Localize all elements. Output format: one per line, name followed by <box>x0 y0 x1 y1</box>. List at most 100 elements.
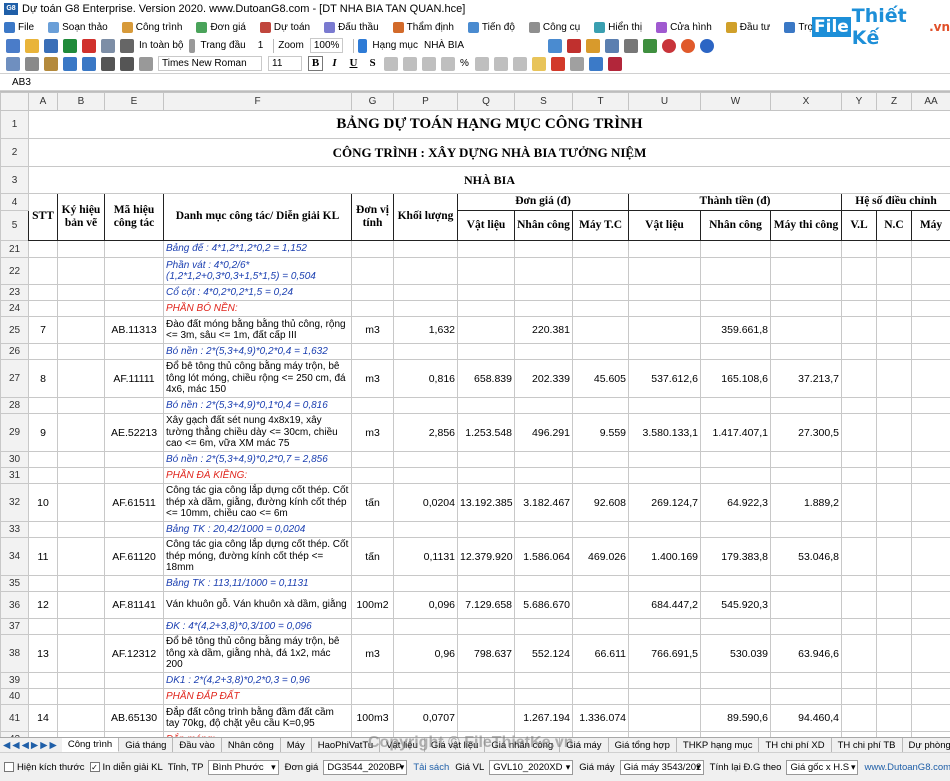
kyhieu-cell[interactable] <box>57 343 105 360</box>
quantity-cell[interactable] <box>393 240 458 258</box>
excel-icon[interactable] <box>63 38 77 53</box>
machine-total-cell[interactable] <box>770 284 842 301</box>
nc-coef-cell[interactable] <box>876 413 912 452</box>
vl-coef-cell[interactable] <box>841 688 877 705</box>
row-number[interactable]: 33 <box>0 521 29 538</box>
labor-total-cell[interactable]: 165.108,6 <box>700 359 771 398</box>
stt-cell[interactable]: 7 <box>28 316 58 344</box>
labor-total-cell[interactable] <box>700 672 771 689</box>
may-coef-cell[interactable] <box>911 300 950 317</box>
mahieu-cell[interactable] <box>104 300 164 317</box>
kyhieu-cell[interactable] <box>57 316 105 344</box>
copy-icon[interactable] <box>6 56 20 71</box>
column-header[interactable]: E <box>104 92 164 111</box>
quantity-cell[interactable]: 0,0707 <box>393 704 458 732</box>
decrease-decimal-icon[interactable] <box>493 56 508 71</box>
unit-cell[interactable]: tấn <box>351 537 394 576</box>
mahieu-cell[interactable] <box>104 575 164 592</box>
kyhieu-cell[interactable] <box>57 413 105 452</box>
machine-price-cell[interactable]: 66.611 <box>572 634 629 673</box>
toggle-icon[interactable] <box>139 56 153 71</box>
sheet-tab[interactable]: Giá tháng <box>119 738 174 752</box>
menu-item[interactable]: File <box>4 21 34 33</box>
description-cell[interactable]: PHẦN ĐÀ KIỀNG: <box>163 467 352 484</box>
may-coef-cell[interactable] <box>911 521 950 538</box>
description-cell[interactable]: Đổ bê tông thủ công bằng máy trộn, bê tô… <box>163 634 352 673</box>
material-price-cell[interactable] <box>457 240 515 258</box>
nc-coef-cell[interactable] <box>876 397 912 414</box>
material-price-cell[interactable]: 7.129.658 <box>457 591 515 619</box>
heso-header[interactable]: Hệ số điều chỉnh <box>841 193 950 211</box>
kyhieu-header[interactable]: Ký hiệu bản vẽ <box>57 193 105 241</box>
menu-item[interactable]: Thẩm định <box>392 21 454 33</box>
print-preview-icon[interactable] <box>101 38 115 53</box>
project-title[interactable]: CÔNG TRÌNH : XÂY DỰNG NHÀ BIA TƯỞNG NIỆM <box>28 138 950 167</box>
donvi-header[interactable]: Đơn vị tính <box>351 193 394 241</box>
row-number[interactable]: 4 <box>0 193 29 211</box>
machine-price-cell[interactable] <box>572 284 629 301</box>
vl-coef-cell[interactable] <box>841 284 877 301</box>
description-cell[interactable]: ĐK : 4*(4,2+3,8)*0,3/100 = 0,096 <box>163 618 352 635</box>
nc-coef-cell[interactable] <box>876 343 912 360</box>
column-header[interactable]: U <box>628 92 701 111</box>
may-coef-cell[interactable] <box>911 688 950 705</box>
labor-price-cell[interactable]: 1.586.064 <box>514 537 573 576</box>
tai-sach-link[interactable]: Tải sách <box>413 761 450 773</box>
zoom-select[interactable]: 100% <box>309 38 344 53</box>
material-total-cell[interactable] <box>628 618 701 635</box>
thanhtien-header[interactable]: Thành tiền (đ) <box>628 193 842 211</box>
may-coef-cell[interactable] <box>911 618 950 635</box>
dongia-header[interactable]: Đơn giá (đ) <box>457 193 629 211</box>
unit-cell[interactable] <box>351 257 394 285</box>
kyhieu-cell[interactable] <box>57 537 105 576</box>
description-cell[interactable]: Ván khuôn gỗ. Ván khuôn xà dầm, giằng <box>163 591 352 619</box>
stt-cell[interactable] <box>28 300 58 317</box>
save-icon[interactable] <box>44 38 58 53</box>
mahieu-cell[interactable]: AF.61120 <box>104 537 164 576</box>
maythicong-header[interactable]: Máy thi công <box>770 210 842 241</box>
may-coef-cell[interactable] <box>911 451 950 468</box>
quantity-cell[interactable] <box>393 618 458 635</box>
calc-icon[interactable] <box>604 38 619 53</box>
play-icon[interactable] <box>358 38 368 53</box>
kyhieu-cell[interactable] <box>57 704 105 732</box>
row-number[interactable]: 23 <box>0 284 29 301</box>
vl-coef-cell[interactable] <box>841 618 877 635</box>
row-number[interactable]: 40 <box>0 688 29 705</box>
unit-cell[interactable] <box>351 284 394 301</box>
sheet-tab[interactable]: Giá nhân công <box>485 738 561 752</box>
align-right-icon[interactable] <box>422 56 436 71</box>
may-coef-cell[interactable] <box>911 316 950 344</box>
unit-cell[interactable] <box>351 521 394 538</box>
row-number[interactable]: 22 <box>0 257 29 285</box>
nc-coef-cell[interactable] <box>876 688 912 705</box>
stt-cell[interactable] <box>28 688 58 705</box>
column-header[interactable]: X <box>770 92 842 111</box>
labor-price-cell[interactable] <box>514 257 573 285</box>
column-header[interactable]: W <box>700 92 771 111</box>
material-price-cell[interactable] <box>457 397 515 414</box>
quantity-cell[interactable] <box>393 467 458 484</box>
material-total-cell[interactable] <box>628 575 701 592</box>
stt-cell[interactable] <box>28 451 58 468</box>
unit-cell[interactable] <box>351 467 394 484</box>
kyhieu-cell[interactable] <box>57 618 105 635</box>
row-number[interactable]: 39 <box>0 672 29 689</box>
select-all-corner[interactable] <box>0 92 29 111</box>
sheet-tab[interactable]: TH chi phí TB <box>832 738 903 752</box>
material-total-cell[interactable] <box>628 300 701 317</box>
sheet-tab[interactable]: Công trình <box>61 738 120 752</box>
material-price-cell[interactable]: 13.192.385 <box>457 483 515 522</box>
nc-coef-header[interactable]: N.C <box>876 210 912 241</box>
labor-price-cell[interactable]: 496.291 <box>514 413 573 452</box>
material-price-cell[interactable] <box>457 343 515 360</box>
mahieu-cell[interactable] <box>104 688 164 705</box>
material-price-cell[interactable] <box>457 284 515 301</box>
user-icon[interactable] <box>661 38 676 53</box>
machine-total-cell[interactable] <box>770 575 842 592</box>
mahieu-cell[interactable] <box>104 451 164 468</box>
quantity-cell[interactable]: 0,0204 <box>393 483 458 522</box>
in-dien-giai-checkbox[interactable]: ✓ <box>89 762 100 772</box>
mahieu-cell[interactable]: AF.11111 <box>104 359 164 398</box>
machine-price-cell[interactable] <box>572 672 629 689</box>
